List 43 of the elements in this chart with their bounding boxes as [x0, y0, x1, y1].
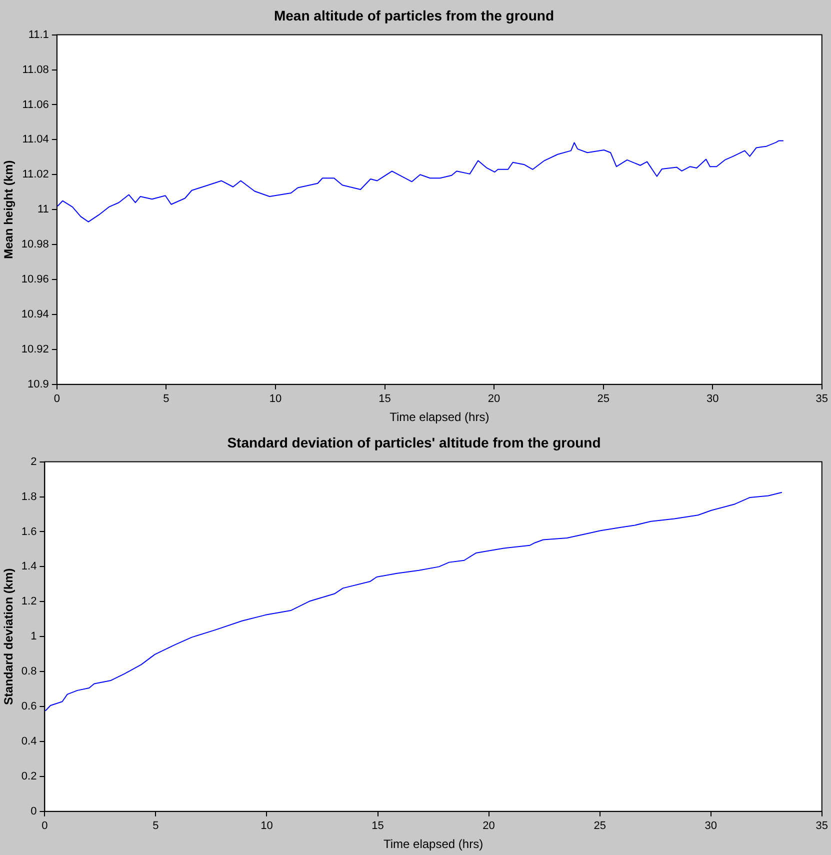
y-tick-label: 11.1: [28, 28, 49, 41]
x-axis-title: Time elapsed (hrs): [390, 410, 490, 424]
y-tick-label: 11.02: [22, 168, 49, 181]
y-tick-label: 10.96: [21, 274, 49, 286]
y-tick-label: 1.2: [21, 596, 37, 608]
y-tick-label: 10.98: [21, 238, 49, 251]
x-tick-label: 30: [706, 393, 719, 406]
x-tick-label: 35: [816, 820, 828, 832]
x-tick-label: 10: [260, 820, 273, 832]
y-tick-label: 0: [30, 805, 37, 818]
y-tick-label: 1.6: [21, 526, 37, 538]
y-tick-label: 11.08: [22, 64, 49, 76]
x-tick-label: 35: [816, 393, 828, 406]
y-tick-label: 11.06: [22, 98, 49, 111]
y-axis-title: Mean height (km): [2, 160, 16, 259]
y-tick-label: 0.2: [21, 770, 37, 782]
y-tick-label: 10.9: [28, 378, 49, 390]
x-tick-label: 25: [594, 820, 606, 832]
y-tick-label: 10.94: [21, 308, 49, 321]
y-tick-label: 2: [30, 456, 37, 468]
y-tick-label: 1.4: [21, 560, 37, 573]
x-tick-label: 20: [482, 820, 495, 832]
x-tick-label: 5: [163, 393, 170, 406]
x-tick-label: 25: [597, 393, 610, 406]
chart-title: Standard deviation of particles' altitude from the ground: [227, 434, 601, 450]
x-tick-label: 5: [152, 820, 159, 832]
x-tick-label: 20: [488, 393, 500, 406]
x-tick-label: 15: [378, 393, 391, 406]
y-tick-label: 0.4: [21, 736, 37, 748]
x-tick-label: 30: [704, 820, 717, 832]
y-tick-label: 10.92: [21, 343, 49, 356]
x-axis-title: Time elapsed (hrs): [383, 837, 484, 852]
x-tick-label: 10: [269, 393, 282, 406]
chart-title: Mean altitude of particles from the ground: [274, 7, 554, 24]
y-tick-label: 0.6: [21, 700, 37, 713]
y-tick-label: 0.8: [21, 666, 37, 678]
y-tick-label: 1: [30, 630, 37, 643]
y-axis-title: Standard deviation (km): [2, 568, 16, 705]
y-tick-label: 11: [38, 204, 49, 216]
y-tick-label: 1.8: [21, 490, 37, 503]
x-tick-label: 15: [372, 820, 384, 832]
x-tick-label: 0: [54, 393, 60, 406]
y-tick-label: 11.04: [22, 134, 49, 146]
